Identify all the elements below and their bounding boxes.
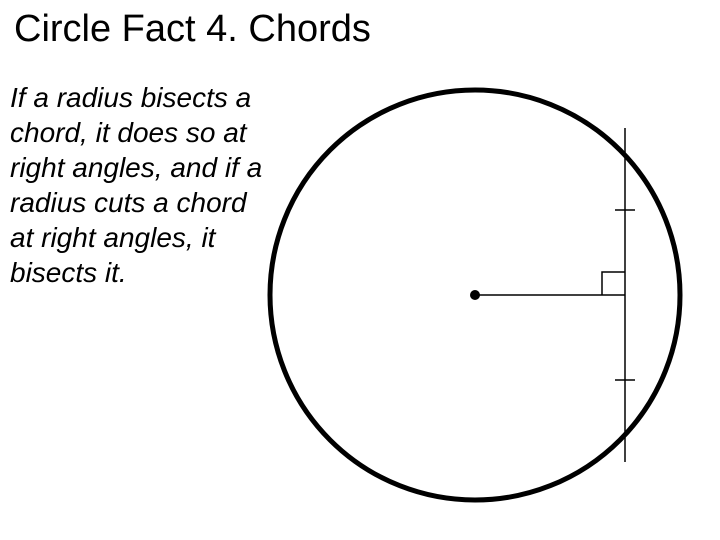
page-title: Circle Fact 4. Chords (14, 8, 371, 51)
circle-diagram (250, 70, 700, 520)
fact-text: If a radius bisects a chord, it does so … (10, 80, 270, 290)
